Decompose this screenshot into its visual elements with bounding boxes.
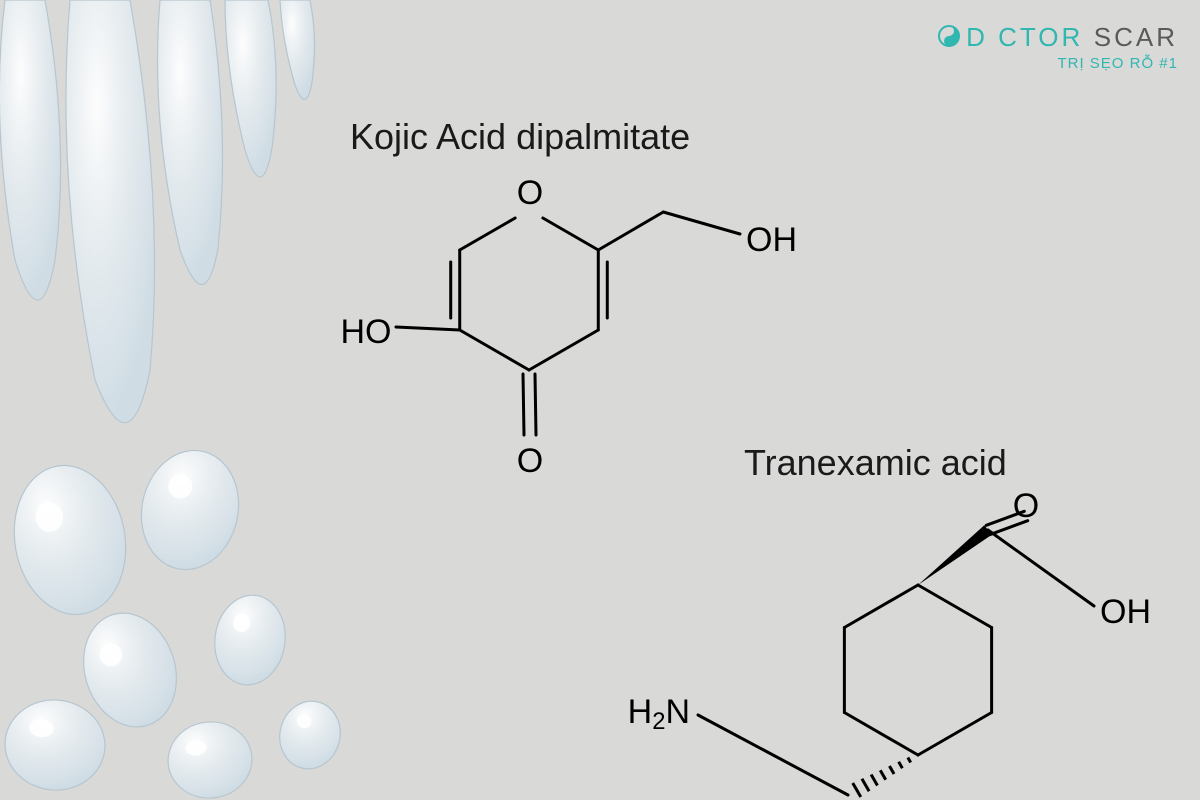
atom-OH-right: OH	[746, 221, 797, 259]
water-drip	[280, 0, 315, 99]
water-droplet	[131, 441, 250, 578]
logo-o-icon	[938, 25, 960, 47]
brand-accent: SCAR	[1094, 22, 1178, 52]
water-drip	[66, 0, 155, 423]
brand-tagline: TRỊ SẸO RỖ #1	[918, 55, 1178, 72]
water-drip	[158, 0, 223, 285]
water-droplet	[3, 457, 137, 624]
hash-wedge	[853, 758, 911, 798]
molecule2-title: Tranexamic acid	[744, 442, 1007, 484]
diagram-canvas: OOHOOHOOHH2N D CTOR SCAR TRỊ SẸO RỖ #1 K…	[0, 0, 1200, 800]
water-droplet	[273, 695, 348, 775]
wedge-bond	[918, 525, 992, 585]
water-droplet	[1, 696, 108, 794]
water-drip	[225, 0, 276, 177]
molecule1-title: Kojic Acid dipalmitate	[350, 116, 690, 158]
atom-O-dbl: O	[1013, 487, 1039, 525]
atom-O-ring: O	[517, 174, 543, 212]
water-droplet	[209, 591, 291, 690]
water-droplet	[164, 718, 255, 800]
brand-logo: D CTOR SCAR TRỊ SẸO RỖ #1	[918, 22, 1178, 72]
atom-O-bottom: O	[517, 442, 543, 480]
water-drip	[0, 0, 61, 300]
brand-main: D CTOR	[966, 22, 1083, 52]
atom-OH: OH	[1100, 593, 1151, 631]
atom-HO: HO	[341, 313, 392, 351]
atom-H2N: H2N	[628, 693, 690, 735]
